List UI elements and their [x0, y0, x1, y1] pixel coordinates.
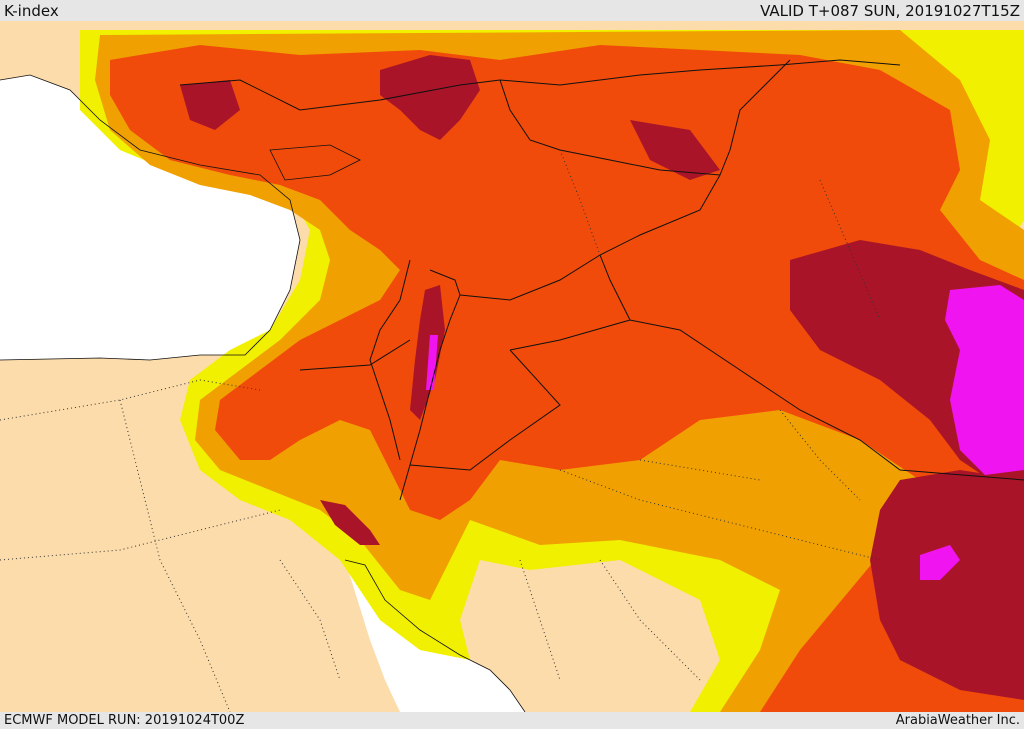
k-field-darkred-southeast	[870, 470, 1024, 700]
k-field-redorange	[110, 45, 1024, 712]
k-index-map	[0, 21, 1024, 712]
k-field-magenta-southeast	[920, 545, 960, 580]
model-run-label: ECMWF MODEL RUN: 20191024T00Z	[4, 713, 245, 728]
k-field-darkred-north	[380, 55, 480, 140]
header-bar: K-index VALID T+087 SUN, 20191027T15Z	[0, 0, 1024, 21]
red-sea	[345, 560, 525, 712]
credit-label: ArabiaWeather Inc.	[895, 713, 1020, 728]
k-field-darkred-northwest	[180, 80, 240, 130]
map-title: K-index	[4, 1, 59, 20]
k-field-magenta-jordan	[426, 335, 438, 390]
valid-time-label: VALID T+087 SUN, 20191027T15Z	[760, 1, 1020, 20]
coastlines	[0, 74, 526, 712]
k-field-magenta-east	[945, 285, 1024, 475]
k-field-darkred-mid	[630, 120, 720, 180]
footer-bar: ECMWF MODEL RUN: 20191024T00Z ArabiaWeat…	[0, 712, 1024, 729]
province-boundaries	[0, 149, 881, 712]
k-field-darkred-gulf	[320, 500, 380, 545]
mediterranean-sea	[0, 75, 300, 360]
k-field-darkred-jordan	[410, 285, 445, 420]
